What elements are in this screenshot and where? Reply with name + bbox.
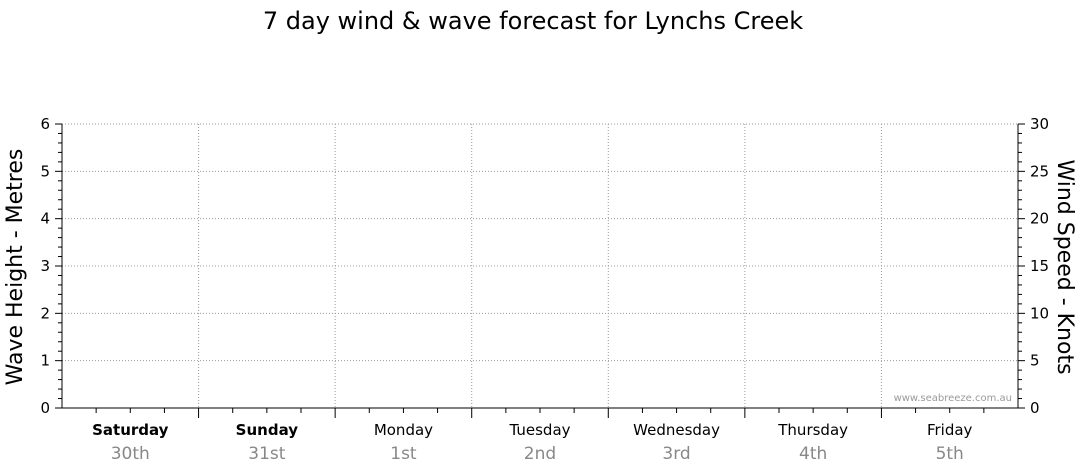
left-tick-label: 1 [40, 352, 50, 370]
right-tick-label: 25 [1030, 162, 1049, 180]
date-label: 5th [936, 444, 964, 464]
left-tick-label: 2 [40, 304, 50, 322]
chart-title: 7 day wind & wave forecast for Lynchs Cr… [263, 7, 803, 35]
right-axis-title: Wind Speed - Knots [1052, 159, 1077, 374]
left-tick-label: 6 [40, 115, 50, 133]
date-label: 3rd [662, 444, 690, 464]
x-axis-labels: Saturday 30th Sunday 31st Monday 1st Tuesday 2n… [92, 408, 985, 464]
date-label: 4th [799, 444, 827, 464]
left-tick-label: 4 [40, 210, 50, 228]
left-axis-ticks: 0 1 2 3 4 5 6 [40, 115, 62, 417]
left-tick-label: 3 [40, 257, 50, 275]
right-axis-ticks: 0 5 10 15 20 25 30 [1018, 115, 1049, 417]
date-label: 31st [248, 444, 285, 464]
date-label: 30th [111, 444, 150, 464]
watermark-text: www.seabreeze.com.au [894, 393, 1012, 404]
grid-layer [62, 123, 1018, 408]
day-label: Monday [374, 421, 433, 439]
right-tick-label: 15 [1030, 257, 1049, 275]
day-label: Friday [927, 421, 973, 439]
right-tick-label: 0 [1030, 399, 1040, 417]
day-label: Saturday [92, 421, 169, 439]
date-label: 1st [390, 444, 417, 464]
left-tick-label: 0 [40, 399, 50, 417]
day-label: Sunday [236, 421, 299, 439]
date-label: 2nd [524, 444, 556, 464]
right-tick-label: 20 [1030, 210, 1049, 228]
left-tick-label: 5 [40, 162, 50, 180]
right-tick-label: 30 [1030, 115, 1049, 133]
day-label: Tuesday [508, 421, 570, 439]
day-label: Wednesday [633, 421, 720, 439]
left-axis-title: Wave Height - Metres [3, 149, 28, 386]
right-tick-label: 10 [1030, 304, 1049, 322]
day-label: Thursday [777, 421, 848, 439]
right-tick-label: 5 [1030, 352, 1040, 370]
